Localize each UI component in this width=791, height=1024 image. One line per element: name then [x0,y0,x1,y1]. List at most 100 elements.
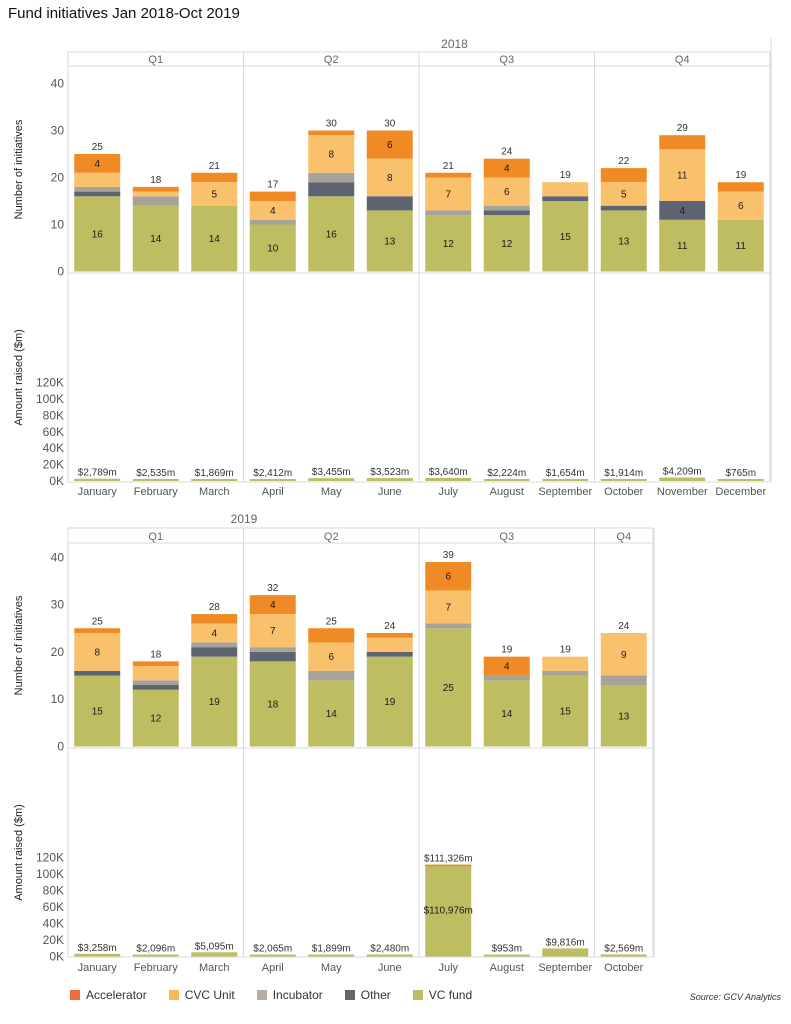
bar-cvc-unit-january-2019 [74,632,121,671]
y-tick-initiatives-20-2018: 20 [51,171,65,185]
bar-cvc-unit-july-2018 [425,177,472,211]
legend-swatch-cvc-unit [168,990,179,1000]
total-label-april-2018: 17 [267,180,279,191]
x-tick-january-2019: January [78,962,118,974]
amount-bar-february-2018 [132,478,179,481]
year-label-2018: 2018 [441,37,468,51]
bar-vc-fund-july-2018 [425,215,472,272]
amount-bar-august-2018 [483,479,530,481]
page-title: Fund initiatives Jan 2018-Oct 2019 [8,5,240,22]
y-tick-amount-0K-2019: 0K [49,950,64,964]
bar-label-vc-fund-may-2018: 16 [326,229,338,240]
y-tick-amount-40K-2019: 40K [43,917,64,931]
bar-vc-fund-september-2018 [542,201,589,272]
bar-other-january-2019 [74,670,121,676]
amount-bar-june-2019 [366,954,413,957]
bar-label-vc-fund-june-2018: 13 [384,236,396,247]
total-label-may-2019: 25 [326,616,338,627]
legend-item-other[interactable]: Other [344,988,391,1002]
bar-vc-fund-july-2019 [425,628,472,747]
bar-label-vc-fund-february-2018: 14 [150,234,162,245]
bar-label-accelerator-january-2018: 4 [94,159,100,170]
x-tick-april-2018: April [262,486,284,498]
y-tick-amount-100K-2019: 100K [36,867,64,881]
y-tick-initiatives-10-2018: 10 [51,218,65,232]
bar-cvc-unit-july-2019 [425,590,472,624]
bar-label-vc-fund-may-2019: 14 [326,709,338,720]
bar-label-vc-fund-october-2018: 13 [618,236,630,247]
bar-label-accelerator-august-2019: 4 [504,662,510,673]
amount-label-april-2018: $2,412m [253,468,292,479]
bar-label-vc-fund-august-2019: 14 [501,709,513,720]
legend-swatch-incubator [256,990,267,1000]
y-tick-amount-20K-2018: 20K [43,458,64,472]
bar-vc-fund-august-2018 [483,215,530,272]
bar-cvc-unit-november-2018 [659,149,706,201]
source-note: Source: GCV Analytics [689,992,781,1002]
y-tick-amount-20K-2019: 20K [43,933,64,947]
bar-other-march-2019 [191,647,238,657]
amount-label-october-2018: $1,914m [604,468,643,479]
quarter-label-q3-2018: Q3 [499,54,514,66]
amount-label-february-2018: $2,535m [136,468,175,479]
amount-bar-december-2018 [717,479,764,481]
legend-item-accelerator[interactable]: Accelerator [70,988,147,1002]
legend-item-incubator[interactable]: Incubator [256,988,323,1002]
bar-label-cvc-unit-march-2018: 5 [211,189,217,200]
x-tick-september-2018: September [538,486,592,498]
bar-label-vc-fund-november-2018: 11 [677,241,688,252]
bar-accelerator-june-2018 [366,130,413,159]
legend-item-cvc-unit[interactable]: CVC Unit [168,988,235,1002]
y-axis-label-initiatives-2018: Number of initiatives [13,119,25,219]
legend-swatch-other [344,990,355,1000]
bar-accelerator-october-2018 [600,168,647,183]
bar-label-vc-fund-september-2019: 15 [560,707,572,718]
bar-other-april-2019 [249,651,296,662]
y-tick-amount-40K-2018: 40K [43,441,64,455]
bar-cvc-unit-june-2019 [366,637,413,652]
bar-vc-fund-june-2019 [366,656,413,747]
quarter-label-q1-2019: Q1 [148,531,163,543]
amount-label-august-2018: $2,224m [487,468,526,479]
bar-cvc-unit-may-2018 [308,135,355,173]
legend-item-vc-fund[interactable]: VC fund [412,988,472,1002]
bar-label-vc-fund-april-2019: 18 [267,699,279,710]
bar-cvc-unit-april-2018 [249,201,296,220]
x-tick-october-2019: October [604,962,643,974]
bar-incubator-february-2018 [132,196,179,206]
bar-other-may-2018 [308,182,355,197]
total-label-april-2019: 32 [267,583,279,594]
amount-label-july-2019: $111,326m [424,854,473,865]
y-tick-initiatives-0-2018: 0 [57,265,64,279]
bar-label-cvc-unit-january-2019: 8 [94,647,100,658]
bar-vc-fund-may-2018 [308,196,355,272]
bar-label-cvc-unit-march-2019: 4 [211,628,217,639]
bar-incubator-may-2019 [308,670,355,681]
amount-bar-january-2018 [74,478,121,481]
bar-label-vc-fund-june-2019: 19 [384,697,396,708]
legend-label-accelerator: Accelerator [86,988,147,1002]
bar-label-cvc-unit-june-2018: 8 [387,173,393,184]
y-axis-label-amount-2019: Amount raised ($m) [13,804,25,901]
bar-other-june-2018 [366,196,413,211]
bar-label-vc-fund-april-2018: 10 [267,244,279,255]
quarter-label-q4-2018: Q4 [675,54,690,66]
y-tick-initiatives-30-2018: 30 [51,124,65,138]
bar-label-vc-fund-march-2019: 19 [209,697,221,708]
bar-incubator-april-2018 [249,219,296,225]
bar-cvc-unit-january-2018 [74,172,121,187]
x-tick-october-2018: October [604,486,643,498]
amount-label-april-2019: $2,065m [253,944,292,955]
bar-label-vc-fund-october-2019: 13 [618,711,630,722]
bar-other-january-2018 [74,191,121,197]
bar-label-vc-fund-july-2019: 25 [443,683,455,694]
bar-incubator-february-2019 [132,680,179,686]
x-tick-march-2019: March [199,962,230,974]
amount-bar-april-2019 [249,954,296,957]
bar-label-cvc-unit-december-2018: 6 [738,201,744,212]
bar-vc-fund-august-2019 [483,680,530,747]
bar-accelerator-december-2018 [717,182,764,192]
y-tick-amount-60K-2019: 60K [43,900,64,914]
amount-label-may-2019: $1,899m [312,944,351,955]
